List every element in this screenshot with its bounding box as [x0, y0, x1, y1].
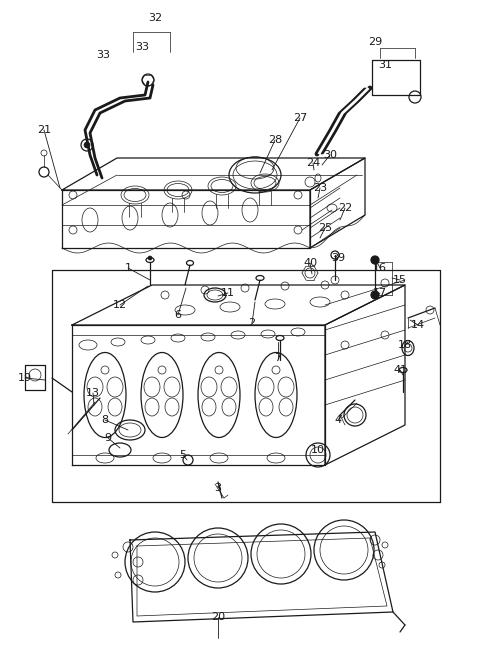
Text: 8: 8	[101, 415, 108, 425]
Text: 24: 24	[306, 158, 320, 168]
Text: 12: 12	[113, 300, 127, 310]
Text: 3: 3	[215, 483, 221, 493]
Text: 9: 9	[105, 433, 111, 443]
Text: 31: 31	[378, 60, 392, 70]
Text: 39: 39	[331, 253, 345, 263]
Circle shape	[84, 142, 90, 148]
Text: 33: 33	[135, 42, 149, 52]
Text: 16: 16	[373, 263, 387, 273]
Circle shape	[148, 256, 152, 260]
Text: 17: 17	[373, 288, 387, 298]
Text: 32: 32	[148, 13, 162, 23]
Text: 6: 6	[175, 310, 181, 320]
Text: 20: 20	[211, 612, 225, 622]
Text: 22: 22	[338, 203, 352, 213]
Text: 1: 1	[124, 263, 132, 273]
Text: 29: 29	[368, 37, 382, 47]
Text: 19: 19	[18, 373, 32, 383]
Text: 23: 23	[313, 183, 327, 193]
Text: 33: 33	[96, 50, 110, 60]
Text: 13: 13	[86, 388, 100, 398]
Text: 40: 40	[303, 258, 317, 268]
Circle shape	[371, 256, 379, 264]
Text: 14: 14	[411, 320, 425, 330]
Text: 41: 41	[393, 365, 407, 375]
Text: 11: 11	[221, 288, 235, 298]
Circle shape	[371, 291, 379, 299]
Text: 4: 4	[335, 415, 342, 425]
Text: 7: 7	[275, 353, 282, 363]
Text: 30: 30	[323, 150, 337, 160]
Text: 18: 18	[398, 340, 412, 350]
Text: 27: 27	[293, 113, 307, 123]
Text: 28: 28	[268, 135, 282, 145]
Text: 21: 21	[37, 125, 51, 135]
Text: 2: 2	[249, 318, 255, 328]
Text: 10: 10	[311, 445, 325, 455]
Text: 25: 25	[318, 223, 332, 233]
Text: 5: 5	[180, 450, 187, 460]
Text: 15: 15	[393, 275, 407, 285]
